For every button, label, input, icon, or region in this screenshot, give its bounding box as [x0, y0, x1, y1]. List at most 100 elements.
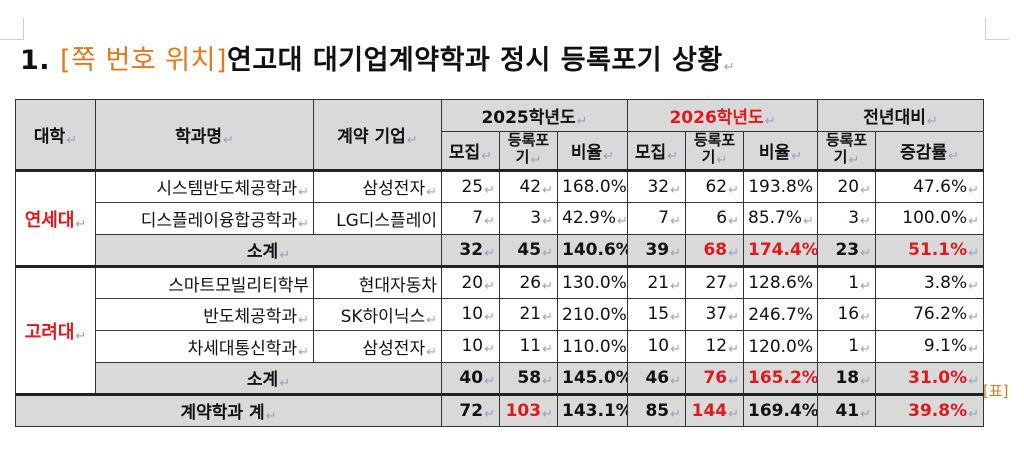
- header-forfeit-2026: 등록포기↵: [685, 131, 745, 171]
- company-cell: 현대자동차: [313, 265, 442, 299]
- recruit-2025-cell: 10↵: [441, 298, 500, 331]
- subtotal-row-korea: 소계↵ 40↵ 58↵ 145.0% 46↵ 76↵ 165.2% 18↵ 31…: [16, 362, 985, 395]
- yoy-change-cell: 100.0%↵: [875, 202, 985, 235]
- header-ratio-2026: 비율↵: [743, 131, 819, 171]
- forfeit-2025-cell: 103↵: [499, 393, 558, 427]
- dept-cell: 스마트모빌리티학부: [95, 265, 314, 299]
- recruit-2025-cell: 40↵: [441, 362, 500, 395]
- recruit-2026-cell: 46↵: [627, 362, 687, 395]
- yoy-change-cell: 39.8%↵: [875, 393, 985, 427]
- recruit-2026-cell: 39↵: [627, 234, 687, 267]
- table-row: 연세대↵ 시스템반도체공학과↵ 삼성전자↵ 25↵ 42↵ 168.0% 32↵…: [15, 169, 985, 267]
- yoy-change-cell: 51.1%↵: [875, 234, 985, 267]
- crop-mark-top-right: [985, 18, 1009, 40]
- header-ratio-2025: 비율↵: [556, 131, 629, 171]
- yoy-forfeit-cell: 20↵: [817, 169, 877, 203]
- dept-cell: 반도체공학과↵: [95, 298, 314, 331]
- header-2026: 2026학년도↵: [627, 99, 819, 132]
- company-cell: LG디스플레이: [313, 202, 442, 235]
- ratio-2025-cell: 210.0%: [556, 298, 629, 331]
- table-row: 고려대↵ 스마트모빌리티학부 현대자동차 20↵ 26↵ 130.0% 21↵ …: [15, 265, 985, 395]
- ratio-2025-cell: 140.6%: [556, 234, 629, 267]
- header-univ: 대학↵: [15, 99, 96, 171]
- univ-cell-korea: 고려대↵: [15, 265, 96, 395]
- forfeit-2025-cell: 45↵: [499, 234, 558, 267]
- subtotal-label: 소계↵: [95, 362, 442, 395]
- paragraph-mark-icon: ↵: [723, 60, 736, 75]
- ratio-2025-cell: 130.0%: [556, 265, 629, 299]
- yoy-forfeit-cell: 41↵: [817, 393, 877, 427]
- yoy-forfeit-cell: 18↵: [817, 362, 877, 395]
- recruit-2025-cell: 20↵: [441, 265, 500, 299]
- yoy-forfeit-cell: 23↵: [817, 234, 877, 267]
- table-row: 디스플레이융합공학과↵ LG디스플레이 7↵ 3↵ 42.9%↵ 7↵ 6↵ 8…: [16, 202, 985, 235]
- ratio-2026-cell: 120.0%: [743, 330, 819, 363]
- ratio-2026-cell: 85.7%↵: [743, 202, 819, 235]
- company-cell: 삼성전자↵: [313, 330, 442, 363]
- forfeit-2026-cell: 37↵: [685, 298, 745, 331]
- crop-mark-top-left: [0, 18, 24, 40]
- recruit-2025-cell: 32↵: [441, 234, 500, 267]
- ratio-2025-cell: 42.9%↵: [556, 202, 629, 235]
- ratio-2026-cell: 193.8%: [743, 169, 819, 203]
- header-dept: 학과명↵: [95, 99, 314, 171]
- yoy-change-cell: 76.2%↵: [875, 298, 985, 331]
- forfeit-2025-cell: 42↵: [499, 169, 558, 203]
- forfeit-2026-cell: 144↵: [685, 393, 745, 427]
- total-label: 계약학과 계↵: [15, 393, 442, 427]
- yoy-forfeit-cell: 16↵: [817, 298, 877, 331]
- table-row: 차세대통신학과↵ 삼성전자↵ 10↵ 11↵ 110.0% 10↵ 12↵ 12…: [16, 330, 985, 363]
- header-forfeit-yoy: 등록포기↵: [817, 131, 877, 171]
- header-change-yoy: 증감률↵: [875, 131, 985, 171]
- forfeit-2025-cell: 11↵: [499, 330, 558, 363]
- forfeit-2026-cell: 76↵: [685, 362, 745, 395]
- yoy-forfeit-cell: 3↵: [817, 202, 877, 235]
- recruit-2026-cell: 32↵: [627, 169, 687, 203]
- dept-cell: 차세대통신학과↵: [95, 330, 314, 363]
- ratio-2026-cell: 174.4%: [743, 234, 819, 267]
- ratio-2026-cell: 169.4%: [743, 393, 819, 427]
- recruit-2026-cell: 15↵: [627, 298, 687, 331]
- yoy-change-cell: 9.1%↵: [875, 330, 985, 363]
- forfeit-2026-cell: 6↵: [685, 202, 745, 235]
- ratio-2025-cell: 145.0%: [556, 362, 629, 395]
- forfeit-2026-cell: 12↵: [685, 330, 745, 363]
- header-yoy: 전년대비↵: [817, 99, 985, 132]
- recruit-2025-cell: 10↵: [441, 330, 500, 363]
- subtotal-row-yonsei: 소계↵ 32↵ 45↵ 140.6% 39↵ 68↵ 174.4% 23↵ 51…: [16, 234, 985, 267]
- document-title: 1. [쪽 번호 위치]연고대 대기업계약학과 정시 등록포기 상황↵: [20, 38, 735, 77]
- dept-cell: 디스플레이융합공학과↵: [95, 202, 314, 235]
- forfeit-2025-cell: 58↵: [499, 362, 558, 395]
- recruit-2026-cell: 7↵: [627, 202, 687, 235]
- total-row: 계약학과 계↵ 72↵ 103↵ 143.1% 85↵ 144↵ 169.4% …: [15, 393, 985, 427]
- header-2025: 2025학년도↵: [440, 99, 629, 132]
- dept-cell: 시스템반도체공학과↵: [95, 169, 314, 203]
- title-page-placeholder: [쪽 번호 위치]: [60, 45, 227, 76]
- company-cell: SK하이닉스↵: [313, 298, 442, 331]
- header-forfeit-2025: 등록포기↵: [499, 131, 558, 171]
- yoy-forfeit-cell: 1↵: [817, 330, 877, 363]
- forfeit-2026-cell: 68↵: [685, 234, 745, 267]
- ratio-2026-cell: 246.7%: [743, 298, 819, 331]
- forfeit-2025-cell: 3↵: [499, 202, 558, 235]
- recruit-2026-cell: 21↵: [627, 265, 687, 299]
- header-row-2: 모집↵ 등록포기↵ 비율↵ 모집↵ 등록포기↵ 비율↵ 등록포기↵ 증감률↵: [16, 131, 985, 171]
- yoy-change-cell: 47.6%↵: [875, 169, 985, 203]
- ratio-2025-cell: 168.0%: [556, 169, 629, 203]
- ratio-2025-cell: 110.0%: [556, 330, 629, 363]
- univ-cell-yonsei: 연세대↵: [15, 169, 96, 267]
- recruit-2025-cell: 72↵: [441, 393, 500, 427]
- title-text: 연고대 대기업계약학과 정시 등록포기 상황: [226, 45, 723, 76]
- recruit-2026-cell: 10↵: [627, 330, 687, 363]
- forfeit-2026-cell: 27↵: [685, 265, 745, 299]
- title-number: 1.: [20, 45, 51, 76]
- ratio-2025-cell: 143.1%: [556, 393, 629, 427]
- registration-table: 대학↵ 학과명↵ 계약 기업↵ 2025학년도↵ 2026학년도↵ 전년대비↵ …: [15, 99, 985, 427]
- forfeit-2026-cell: 62↵: [685, 169, 745, 203]
- yoy-change-cell: 31.0%↵: [875, 362, 985, 395]
- header-recruit-2025: 모집↵: [441, 131, 500, 171]
- recruit-2026-cell: 85↵: [627, 393, 687, 427]
- forfeit-2025-cell: 21↵: [499, 298, 558, 331]
- header-recruit-2026: 모집↵: [627, 131, 687, 171]
- header-company: 계약 기업↵: [313, 99, 442, 171]
